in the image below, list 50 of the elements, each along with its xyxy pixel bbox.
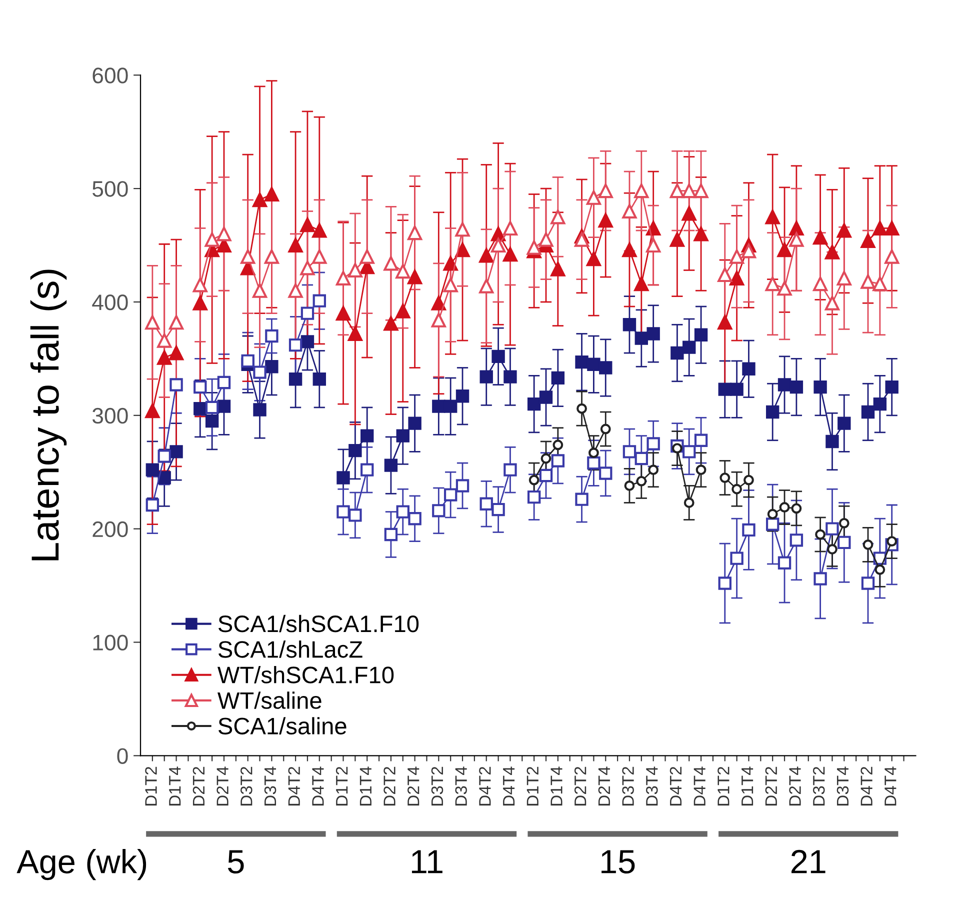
x-tick-label: D2T4	[598, 766, 610, 806]
legend-label: SCA1/saline	[218, 717, 346, 734]
x-tick-label: D2T2	[574, 766, 586, 806]
x-tick-label: D4T4	[694, 766, 706, 806]
x-tick-label: D2T2	[384, 766, 396, 806]
x-tick-label: D1T2	[718, 766, 730, 806]
x-axis-title: Age (wk)	[16, 849, 146, 880]
legend-label: WT/shSCA1.F10	[218, 666, 394, 684]
y-tick-label: 0	[117, 748, 128, 764]
legend-label: SCA1/shLacZ	[218, 640, 362, 658]
x-tick-label: D2T2	[192, 766, 204, 806]
y-tick-label: 300	[92, 408, 128, 424]
text: 11	[412, 850, 442, 874]
x-tick-label: D3T4	[455, 766, 467, 806]
x-tick-label: D4T4	[884, 766, 896, 806]
x-tick-label: D3T4	[836, 766, 849, 806]
x-tick-label: D2T4	[407, 766, 420, 806]
x-tick-label: D3T4	[264, 766, 276, 806]
legend-label: SCA1/shSCA1.F10	[218, 614, 419, 632]
text: 5	[228, 850, 244, 874]
x-tick-label: D1T4	[169, 766, 181, 806]
x-tick-label: D3T4	[646, 766, 658, 806]
y-tick-label: 400	[92, 294, 128, 310]
x-tick-label: D1T2	[526, 766, 538, 806]
x-tick-label: D4T4	[503, 766, 515, 806]
x-tick-label: D2T4	[216, 766, 228, 806]
x-tick-label: D1T2	[145, 766, 157, 806]
x-tick-label: D3T2	[240, 766, 252, 806]
x-tick-label: D1T4	[360, 766, 372, 806]
legend-label: WT/saline	[218, 692, 322, 709]
x-tick-label: D4T4	[312, 766, 324, 806]
x-tick-label: D2T4	[789, 766, 801, 806]
y-tick-label: 500	[92, 181, 128, 197]
x-tick-label: D1T4	[742, 766, 754, 806]
y-tick-label: 600	[92, 68, 128, 84]
text: 21	[792, 850, 826, 874]
x-tick-label: D3T2	[812, 766, 825, 806]
x-tick-label: D3T2	[622, 766, 634, 806]
text: 15	[602, 850, 635, 874]
x-tick-label: D4T2	[288, 766, 300, 806]
x-tick-label: D1T2	[336, 766, 348, 806]
x-tick-label: D4T2	[670, 766, 682, 806]
x-tick-label: D3T2	[431, 766, 444, 806]
y-tick-label: 100	[93, 634, 128, 651]
x-tick-label: D1T4	[550, 766, 562, 806]
x-tick-label: D4T2	[860, 766, 872, 806]
x-tick-label: D4T2	[479, 766, 491, 806]
x-tick-label: D2T2	[765, 766, 777, 806]
y-axis-title: Latency to fall (s)	[30, 270, 67, 560]
y-tick-label: 200	[92, 521, 128, 538]
